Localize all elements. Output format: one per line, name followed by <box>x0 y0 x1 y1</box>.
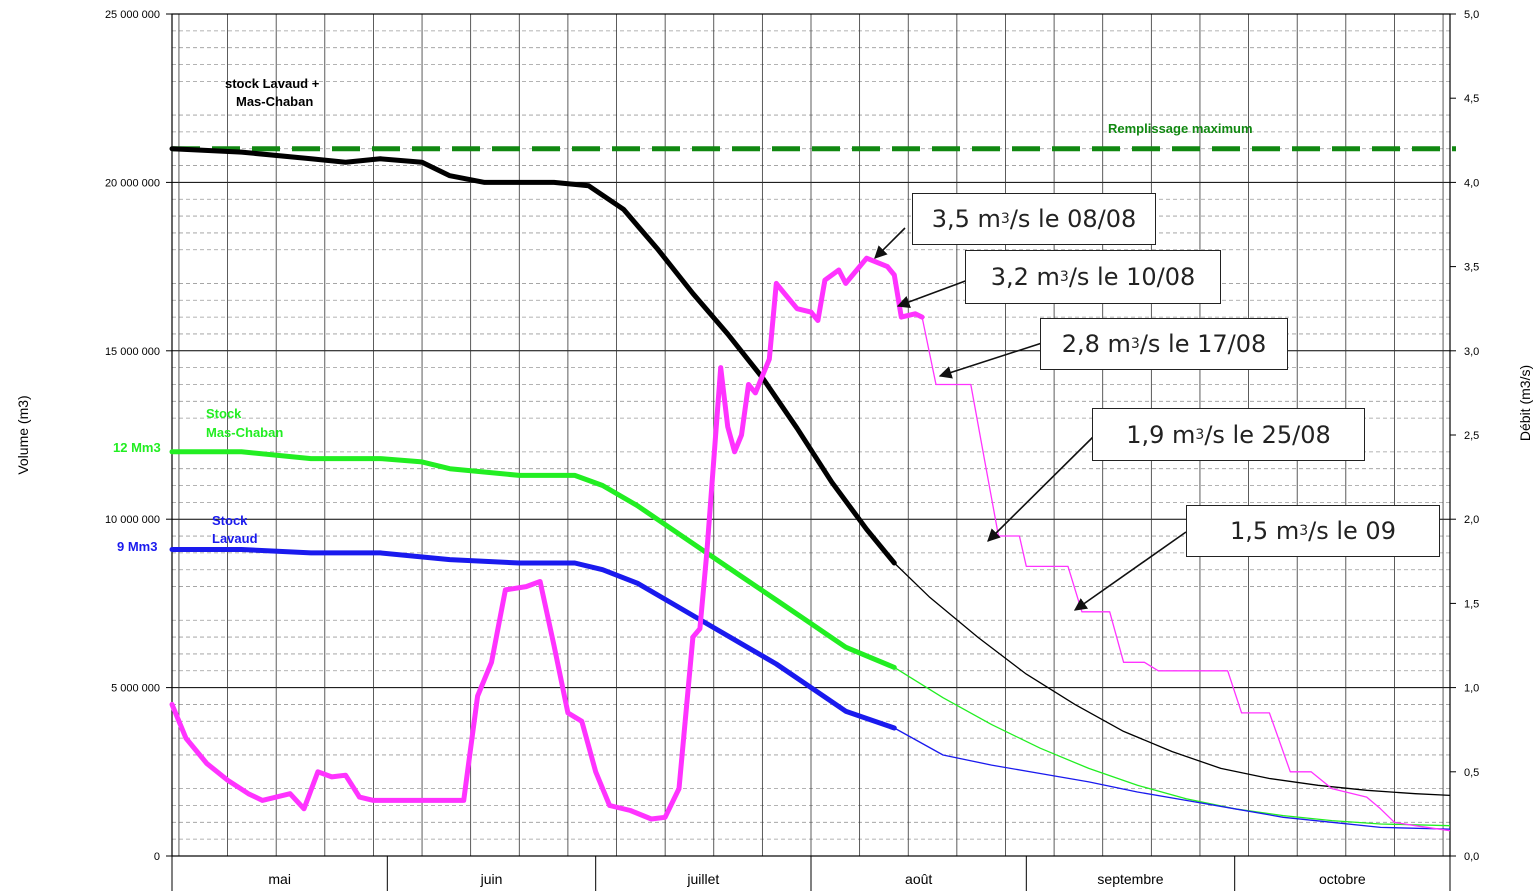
callout-0808-rest: /s le 08/08 <box>1009 205 1137 233</box>
callout-09: 1,5 m 3/s le 09 <box>1186 505 1440 557</box>
right-tick-label: 4,5 <box>1464 93 1479 105</box>
label-9-mm3: 9 Mm3 <box>117 539 157 554</box>
right-tick-label: 3,0 <box>1464 346 1479 358</box>
label-12-mm3: 12 Mm3 <box>113 440 161 455</box>
label-stock-total-1: stock Lavaud + <box>225 76 320 91</box>
month-label: juillet <box>686 871 719 887</box>
grid <box>172 13 1450 857</box>
right-tick-label: 1,5 <box>1464 598 1479 610</box>
callout-09-value: 1,5 m <box>1230 517 1300 545</box>
series-projected-0 <box>893 562 1451 797</box>
callout-09-rest: /s le 09 <box>1308 517 1396 545</box>
left-tick-label: 10 000 000 <box>105 514 160 526</box>
month-label: octobre <box>1319 871 1366 887</box>
left-tick-label: 5 000 000 <box>111 683 160 695</box>
callout-1008-sup: 3 <box>1059 269 1069 285</box>
right-axis-title: Débit (m3/s) <box>1517 365 1533 441</box>
series-projected-1 <box>893 666 1451 827</box>
axes: 0 5 000 000 10 000 000 15 000 000 20 000 000… <box>105 9 1479 891</box>
series-observed-0 <box>169 146 897 566</box>
callout-2508: 1,9 m 3/s le 25/08 <box>1092 408 1365 461</box>
right-tick-label: 0,0 <box>1464 851 1479 863</box>
right-tick-label: 1,0 <box>1464 683 1479 695</box>
callout-0808-value: 3,5 m <box>931 205 1001 233</box>
callout-1008-rest: /s le 10/08 <box>1068 263 1196 291</box>
label-stock-lavaud-2: Lavaud <box>212 531 258 546</box>
callout-arrow-1 <box>896 279 969 308</box>
callout-arrow-3 <box>987 435 1095 542</box>
left-tick-label: 20 000 000 <box>105 177 160 189</box>
callout-1708-sup: 3 <box>1130 336 1140 352</box>
right-tick-label: 5,0 <box>1464 9 1479 21</box>
callout-1708: 2,8 m 3/s le 17/08 <box>1040 318 1288 370</box>
series-projected-3 <box>921 316 1451 832</box>
callout-1708-value: 2,8 m <box>1061 330 1131 358</box>
callout-2508-value: 1,9 m <box>1126 420 1196 449</box>
callout-arrow-4 <box>1073 531 1187 611</box>
right-tick-label: 2,0 <box>1464 514 1479 526</box>
callout-0808-sup: 3 <box>1000 211 1010 227</box>
month-label: mai <box>268 871 291 887</box>
right-tick-label: 0,5 <box>1464 767 1479 779</box>
series-projected-2 <box>893 727 1451 830</box>
left-tick-label: 0 <box>154 851 160 863</box>
callout-2508-sup: 3 <box>1195 426 1205 443</box>
right-tick-label: 2,5 <box>1464 430 1479 442</box>
right-tick-label: 3,5 <box>1464 262 1479 274</box>
right-tick-label: 4,0 <box>1464 177 1479 189</box>
callout-2508-rest: /s le 25/08 <box>1204 420 1331 449</box>
series-layer <box>169 146 1456 832</box>
month-label: juin <box>480 871 503 887</box>
callout-1008: 3,2 m 3/s le 10/08 <box>965 250 1221 304</box>
series-observed-2 <box>169 547 897 731</box>
month-label: août <box>905 871 932 887</box>
callout-arrow-2 <box>938 342 1043 379</box>
series-observed-3 <box>169 255 925 822</box>
callout-1708-rest: /s le 17/08 <box>1139 330 1267 358</box>
callout-09-sup: 3 <box>1299 523 1309 539</box>
left-tick-label: 15 000 000 <box>105 346 160 358</box>
callout-1008-value: 3,2 m <box>990 263 1060 291</box>
label-stock-lavaud-1: Stock <box>212 513 248 528</box>
callout-arrow-0 <box>874 227 906 259</box>
month-label: septembre <box>1097 871 1163 887</box>
left-axis-title: Volume (m3) <box>15 395 31 474</box>
label-stock-total-2: Mas-Chaban <box>236 94 313 109</box>
callout-0808: 3,5 m 3/s le 08/08 <box>912 193 1156 245</box>
series-observed-1 <box>169 449 897 670</box>
label-remplissage: Remplissage maximum <box>1108 121 1253 136</box>
left-tick-label: 25 000 000 <box>105 9 160 21</box>
label-stock-maschaban-1: Stock <box>206 406 242 421</box>
callout-arrows <box>874 227 1187 611</box>
label-stock-maschaban-2: Mas-Chaban <box>206 425 283 440</box>
